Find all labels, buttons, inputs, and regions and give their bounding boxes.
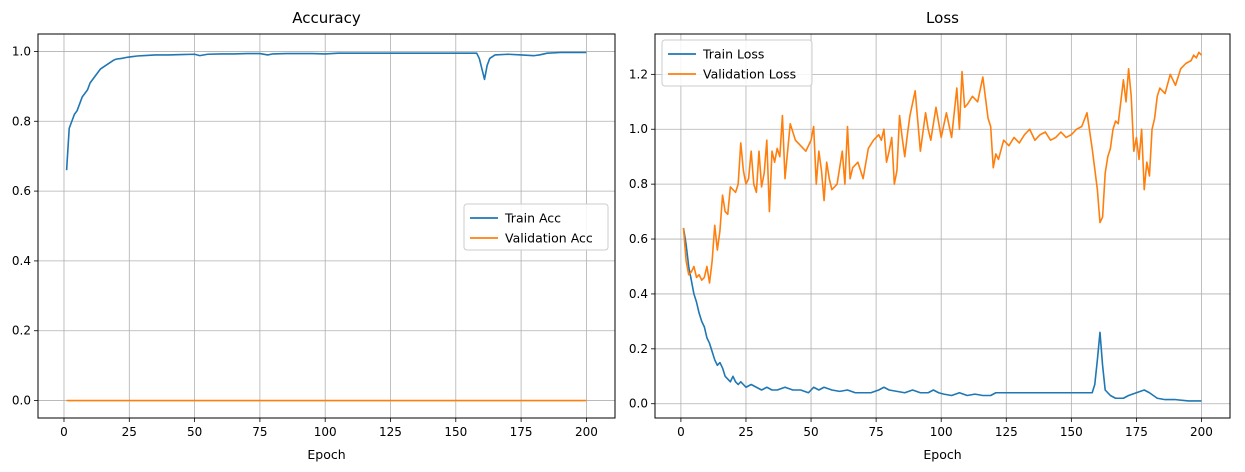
y-tick-label: 0.8	[12, 114, 31, 128]
legend-label: Validation Loss	[703, 67, 796, 82]
series-line-train-acc	[65, 51, 587, 171]
plot-frame	[654, 33, 1231, 419]
x-tick-label: 100	[314, 425, 337, 439]
x-tick-label: 0	[60, 425, 68, 439]
chart-panel-0: 0 25 50 75 100 125 150 175 200 0.0 0.2 0.4 0.6 0.8 1.0…	[12, 9, 616, 462]
y-tick-label: 1.0	[12, 44, 31, 58]
x-tick-label: 75	[252, 425, 267, 439]
chart-title: Loss	[926, 9, 959, 27]
legend-frame	[463, 203, 609, 251]
y-tick-label: 0.0	[629, 397, 648, 411]
y-tick-label: 0.6	[629, 232, 648, 246]
x-tick-label: 100	[930, 425, 953, 439]
legend-label: Train Acc	[504, 211, 561, 226]
x-tick-label: 200	[575, 425, 598, 439]
x-tick-label: 0	[677, 425, 685, 439]
legend: Train Acc Validation Acc	[463, 203, 609, 251]
x-tick-label: 25	[738, 425, 753, 439]
series-line-train-loss	[682, 227, 1202, 402]
legend-label: Train Loss	[702, 47, 764, 62]
x-tick-label: 125	[379, 425, 402, 439]
x-axis-label: Epoch	[307, 447, 345, 462]
y-tick-label: 0.6	[12, 184, 31, 198]
y-tick-label: 0.2	[12, 324, 31, 338]
y-tick-label: 0.0	[12, 394, 31, 408]
x-tick-label: 50	[803, 425, 818, 439]
plot-frame	[37, 33, 616, 419]
y-tick-label: 0.2	[629, 342, 648, 356]
y-tick-label: 0.4	[629, 287, 648, 301]
x-tick-label: 150	[444, 425, 467, 439]
x-tick-label: 175	[510, 425, 533, 439]
x-tick-label: 175	[1125, 425, 1148, 439]
y-tick-label: 0.4	[12, 254, 31, 268]
x-tick-label: 75	[868, 425, 883, 439]
chart-title: Accuracy	[292, 9, 361, 27]
legend: Train Loss Validation Loss	[661, 39, 813, 87]
x-tick-label: 150	[1060, 425, 1083, 439]
x-tick-label: 125	[995, 425, 1018, 439]
y-tick-label: 0.8	[629, 177, 648, 191]
x-tick-label: 200	[1190, 425, 1213, 439]
legend-label: Validation Acc	[505, 231, 593, 246]
y-tick-label: 1.2	[629, 67, 648, 81]
x-axis-label: Epoch	[923, 447, 961, 462]
x-tick-label: 50	[187, 425, 202, 439]
legend-frame	[661, 39, 813, 87]
y-tick-label: 1.0	[629, 122, 648, 136]
chart-panel-1: 0 25 50 75 100 125 150 175 200 0.0 0.2 0.4 0.6 0.8 1.0…	[629, 9, 1231, 462]
series-line-validation-loss	[682, 51, 1203, 284]
x-tick-label: 25	[122, 425, 137, 439]
